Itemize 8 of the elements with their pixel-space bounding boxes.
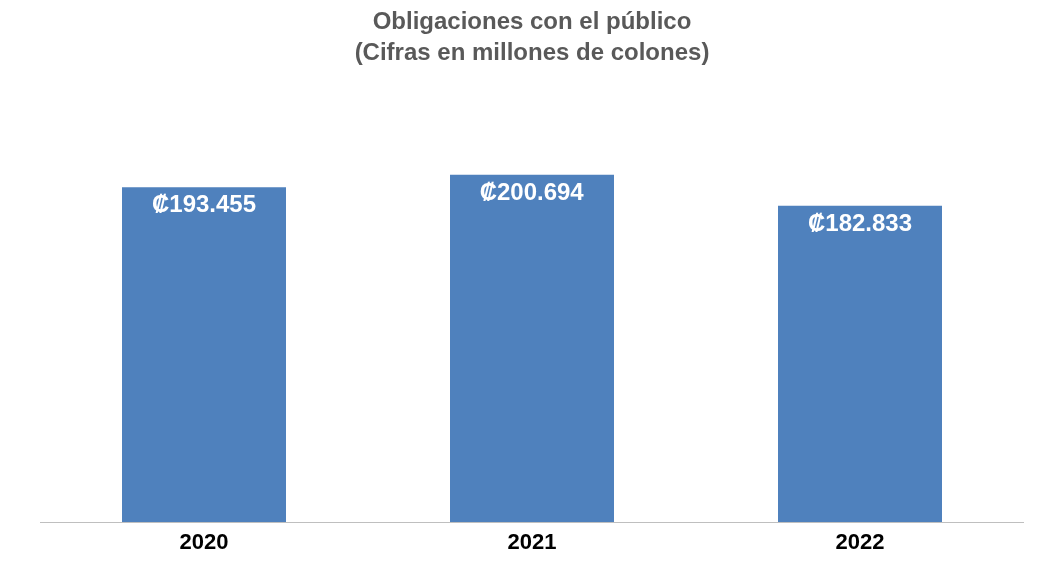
- x-tick-label: 2020: [179, 529, 229, 555]
- data-label: ₡182.833: [807, 208, 913, 236]
- x-tick-label: 2021: [507, 529, 557, 555]
- chart-subtitle: (Cifras en millones de colones): [354, 38, 710, 66]
- x-tick-label: 2022: [835, 529, 885, 555]
- chart-title: Obligaciones con el público: [372, 7, 692, 35]
- data-label: ₡193.455: [151, 190, 257, 218]
- data-label: ₡200.694: [479, 177, 585, 205]
